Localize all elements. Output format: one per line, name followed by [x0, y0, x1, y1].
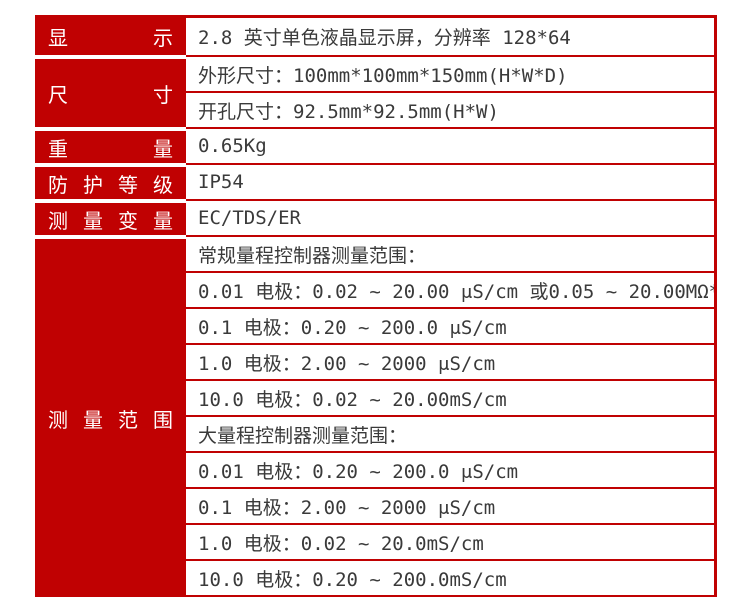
spec-group-label-text: 显示 [48, 26, 173, 50]
spec-group-label-text: 测量范围 [48, 407, 173, 432]
spec-row-large-electrode-01: 0.1 电极：2.00 ~ 2000 μS/cm [186, 489, 714, 525]
spec-row-large-range-heading: 大量程控制器测量范围： [186, 417, 714, 453]
spec-group-label-protection-rating: 防护等级 [35, 167, 186, 199]
spec-row-display-value: 2.8 英寸单色液晶显示屏，分辨率 128*64 [186, 18, 714, 57]
spec-group-label-measured-variables: 测量变量 [35, 203, 186, 235]
spec-group-label-display: 显示 [35, 18, 186, 55]
spec-group-label-weight: 重量 [35, 131, 186, 163]
product-spec-table: 显示 尺寸 重量 防护等级 测量变量 测量范围 2.8 英寸单色液晶显示屏，分辨… [35, 15, 717, 597]
spec-row-normal-electrode-01: 0.1 电极：0.20 ~ 200.0 μS/cm [186, 309, 714, 345]
spec-row-measured-variables-value: EC/TDS/ER [186, 201, 714, 237]
spec-group-label-measuring-range: 测量范围 [35, 239, 186, 597]
spec-group-label-text: 测量变量 [48, 208, 173, 233]
spec-row-weight-value: 0.65Kg [186, 129, 714, 165]
spec-row-large-electrode-10: 1.0 电极：0.02 ~ 20.0mS/cm [186, 525, 714, 561]
spec-row-normal-range-heading: 常规量程控制器测量范围： [186, 237, 714, 273]
spec-group-label-text: 尺寸 [48, 82, 173, 107]
spec-group-label-text: 防护等级 [48, 172, 173, 197]
spec-row-normal-electrode-100: 10.0 电极：0.02 ~ 20.00mS/cm [186, 381, 714, 417]
spec-group-label-text: 重量 [48, 136, 173, 161]
spec-row-cutout-dimensions: 开孔尺寸：92.5mm*92.5mm(H*W) [186, 93, 714, 129]
spec-row-normal-electrode-001: 0.01 电极：0.02 ~ 20.00 μS/cm 或0.05 ~ 20.00… [186, 273, 714, 309]
spec-row-normal-electrode-10: 1.0 电极：2.00 ~ 2000 μS/cm [186, 345, 714, 381]
spec-row-large-electrode-100: 10.0 电极：0.20 ~ 200.0mS/cm [186, 561, 714, 597]
spec-row-outer-dimensions: 外形尺寸：100mm*100mm*150mm(H*W*D) [186, 57, 714, 93]
spec-group-label-dimensions: 尺寸 [35, 59, 186, 127]
spec-row-protection-rating-value: IP54 [186, 165, 714, 201]
spec-row-large-electrode-001: 0.01 电极：0.20 ~ 200.0 μS/cm [186, 453, 714, 489]
